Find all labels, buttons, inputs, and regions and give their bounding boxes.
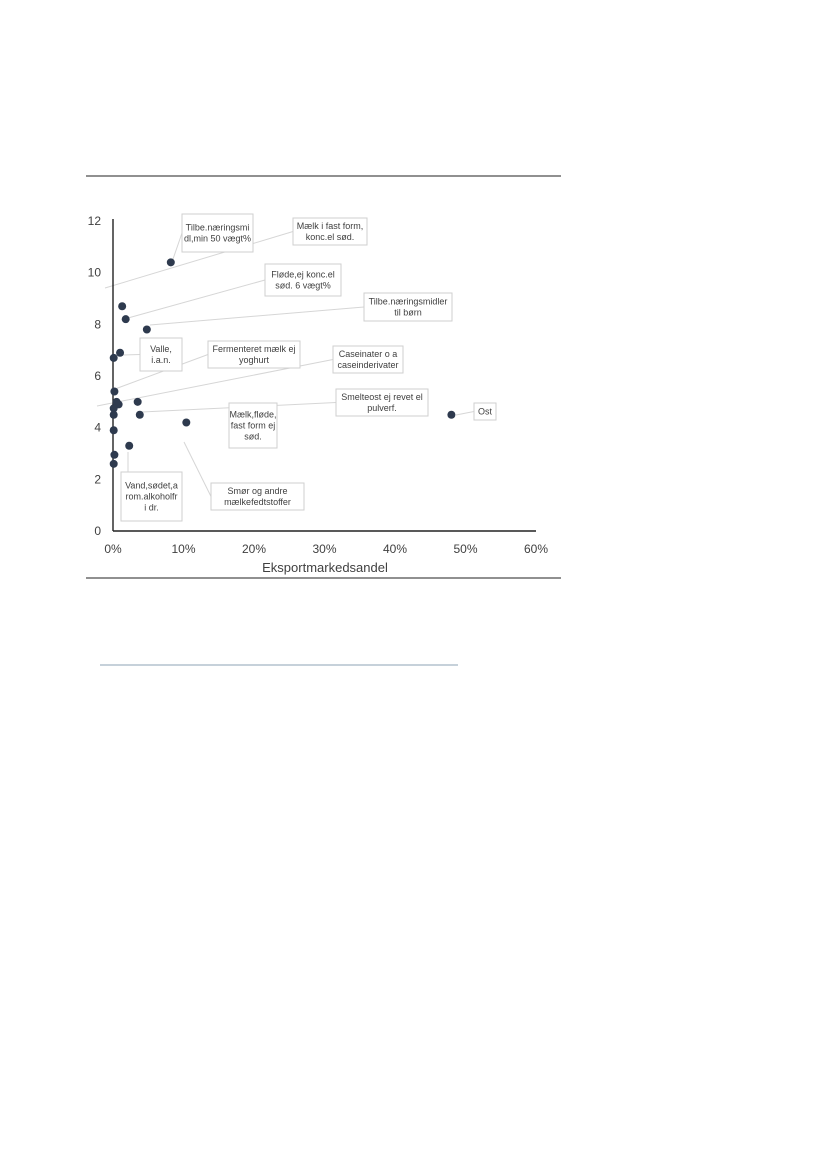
point-label-text: sød. 6 vægt% <box>275 281 331 291</box>
label-box <box>207 340 301 369</box>
leader-line <box>149 306 365 326</box>
point-label-text: Fermenteret mælk ej <box>212 344 295 354</box>
scatter-point <box>447 410 456 419</box>
y-tick-label: 12 <box>88 214 102 228</box>
label-box <box>228 402 278 449</box>
x-tick-label: 20% <box>242 542 266 556</box>
x-tick-label: 40% <box>383 542 407 556</box>
scatter-point <box>109 426 118 435</box>
point-label-text: i dr. <box>144 503 159 513</box>
point-label-text: Fløde,ej konc.el <box>271 270 335 280</box>
x-tick-label: 30% <box>312 542 336 556</box>
x-tick-label: 60% <box>524 542 548 556</box>
point-label-text: sød. <box>244 432 262 442</box>
point-label: Ost <box>473 402 497 421</box>
point-label: Mælk i fast form,konc.el sød. <box>292 217 368 246</box>
scatter-point <box>110 450 119 459</box>
label-box <box>363 292 453 322</box>
leader-line <box>121 354 141 356</box>
scatter-point <box>142 325 151 334</box>
x-tick-label: 10% <box>171 542 195 556</box>
x-axis-title: Eksportmarkedsandel <box>262 560 388 575</box>
scatter-point <box>125 441 134 450</box>
point-label-text: Mælk i fast form, <box>297 221 364 231</box>
label-box <box>181 213 254 253</box>
point-label-text: pulverf. <box>367 403 397 413</box>
point-label-text: rom.alkoholfr <box>125 492 177 502</box>
point-label-text: Valle, <box>150 344 172 354</box>
point-label-text: mælkefedtstoffer <box>224 497 291 507</box>
y-tick-label: 4 <box>94 421 101 435</box>
scatter-point <box>121 315 130 324</box>
point-label-text: konc.el sød. <box>306 232 355 242</box>
scatter-point <box>109 353 118 362</box>
y-tick-label: 2 <box>94 472 101 486</box>
data-points <box>109 258 456 468</box>
point-label: Tilbe.næringsmidl,min 50 vægt% <box>181 213 254 253</box>
point-label-text: i.a.n. <box>151 355 171 365</box>
scatter-point <box>182 418 191 427</box>
point-label-text: til børn <box>394 308 422 318</box>
point-label-text: Caseinater o a <box>339 349 398 359</box>
axes: 0 2 4 6 8 10 12 0% 10% 20% 30% 40% 50% 60% <box>88 214 549 556</box>
y-tick-label: 8 <box>94 317 101 331</box>
point-labels: Tilbe.næringsmidl,min 50 vægt% Mælk i fas… <box>120 213 497 522</box>
label-box <box>292 217 368 246</box>
label-box <box>332 345 404 374</box>
leader-line <box>114 354 209 390</box>
point-label-text: Tilbe.næringsmidler <box>369 297 448 307</box>
point-label-text: caseinderivater <box>337 360 398 370</box>
label-box <box>473 402 497 421</box>
scatter-point <box>166 258 175 267</box>
leader-line <box>183 441 212 497</box>
label-box <box>139 337 183 372</box>
point-label: Valle,i.a.n. <box>139 337 183 372</box>
point-label-text: Smør og andre <box>227 486 287 496</box>
leader-line <box>104 231 294 289</box>
point-label-text: Vand,sødet,a <box>125 481 178 491</box>
y-tick-label: 10 <box>88 266 102 280</box>
scatter-point <box>110 387 119 396</box>
point-label-text: Smelteost ej revet el <box>341 392 423 402</box>
label-box <box>210 482 305 511</box>
x-tick-label: 0% <box>104 542 122 556</box>
leader-line <box>127 279 266 319</box>
x-tick-label: 50% <box>453 542 477 556</box>
label-box <box>335 388 429 417</box>
leader-line <box>455 411 475 416</box>
label-box <box>264 263 342 297</box>
y-tick-label: 0 <box>94 524 101 538</box>
point-label-text: yoghurt <box>239 355 270 365</box>
scatter-point <box>133 397 142 406</box>
y-tick-label: 6 <box>94 369 101 383</box>
scatter-point <box>109 410 118 419</box>
point-label-text: dl,min 50 vægt% <box>184 234 251 244</box>
scatter-point <box>118 302 127 311</box>
point-label-text: Ost <box>478 407 493 417</box>
label-box <box>120 471 183 522</box>
scatter-point <box>135 410 144 419</box>
leader-line <box>171 232 183 263</box>
scatter-point <box>116 348 125 357</box>
point-label-text: Mælk,fløde, <box>229 410 276 420</box>
point-label-text: fast form ej <box>231 421 276 431</box>
point-label-text: Tilbe.næringsmi <box>186 223 250 233</box>
scatter-point <box>109 404 118 413</box>
scatter-point <box>109 459 118 468</box>
